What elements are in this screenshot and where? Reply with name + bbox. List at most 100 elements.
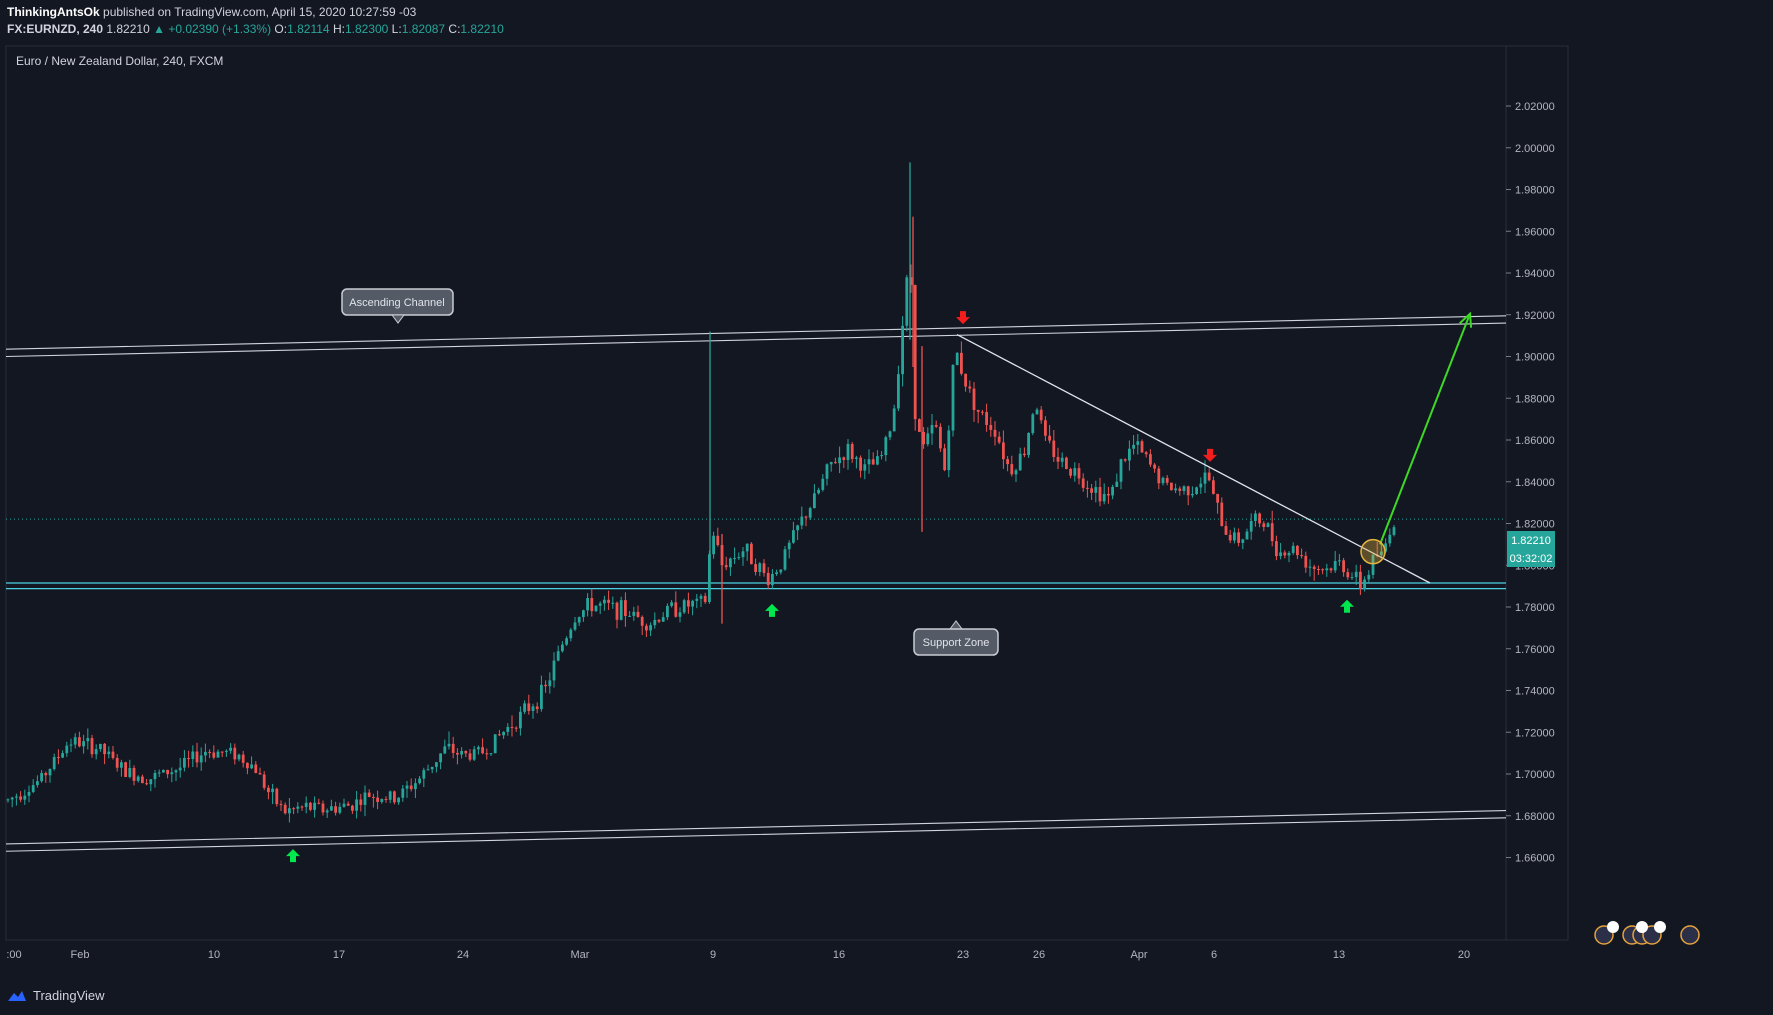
candle-body xyxy=(254,764,258,773)
price-tick-label: 2.02000 xyxy=(1515,101,1555,113)
candle-body xyxy=(1161,477,1165,484)
candle-body xyxy=(1220,502,1224,527)
candle-body xyxy=(1115,481,1119,487)
author-line: ThinkingAntsOk published on TradingView.… xyxy=(7,5,416,19)
candle-body xyxy=(132,767,136,781)
publication-header: ThinkingAntsOk published on TradingView.… xyxy=(0,0,1773,44)
candle-body xyxy=(246,762,249,769)
event-flag-icon[interactable] xyxy=(1680,925,1700,945)
candle-body xyxy=(1149,454,1152,465)
candle-body xyxy=(762,563,766,573)
candle-body xyxy=(405,785,409,789)
candle-body xyxy=(141,776,144,784)
candle-body xyxy=(745,543,749,552)
candle-body xyxy=(758,563,762,572)
candle-body xyxy=(1283,552,1287,556)
candle-body xyxy=(733,558,736,560)
candle-body xyxy=(1157,468,1161,484)
high-value: 1.82300 xyxy=(344,22,389,36)
candle-body xyxy=(535,706,539,710)
candle-body xyxy=(334,806,337,813)
candle-body xyxy=(607,599,610,603)
candle-body xyxy=(737,557,741,559)
support-zone-callout: Support Zone xyxy=(913,620,999,656)
candle-body xyxy=(1081,478,1085,488)
upper-channel-line xyxy=(5,315,1507,350)
candle-body xyxy=(1380,551,1383,556)
candle-body xyxy=(1354,571,1358,578)
close-value: 1.82210 xyxy=(460,22,504,36)
candle-body xyxy=(48,768,52,776)
tradingview-logo[interactable]: TradingView xyxy=(6,988,105,1003)
time-tick-label: 26 xyxy=(1033,949,1045,961)
candle-body xyxy=(901,325,904,375)
candle-body xyxy=(304,802,308,807)
candle-body xyxy=(1199,483,1203,488)
candle-body xyxy=(783,549,787,570)
candle-body xyxy=(1174,488,1177,491)
candle-body xyxy=(120,762,123,768)
candle-body xyxy=(166,769,169,775)
candle-body xyxy=(540,684,543,710)
candle-body xyxy=(1233,532,1236,541)
candle-body xyxy=(1060,457,1064,462)
candle-body xyxy=(1186,486,1190,496)
candle-body xyxy=(561,644,564,652)
candle-body xyxy=(1002,442,1005,460)
candle-body xyxy=(1170,482,1173,491)
price-axis: 2.02000 2.00000 1.98000 1.96000 1.94000 1.920… xyxy=(1506,101,1555,865)
candle-body xyxy=(955,352,959,365)
candle-body xyxy=(1048,435,1051,441)
price-tick-label: 1.90000 xyxy=(1515,352,1555,364)
lower-channel-line xyxy=(5,809,1507,845)
price-tick-label: 1.70000 xyxy=(1515,769,1555,781)
candle-body xyxy=(216,751,220,758)
price-tick-label: 1.88000 xyxy=(1515,393,1555,405)
candle-body xyxy=(90,738,94,755)
candle-body xyxy=(792,530,795,543)
candle-body xyxy=(283,804,287,814)
candle-body xyxy=(1321,569,1324,571)
candle-body xyxy=(94,749,98,755)
candle-body xyxy=(57,757,60,759)
candle-body xyxy=(1245,531,1249,540)
candle-body xyxy=(212,752,216,758)
candle-body xyxy=(481,747,484,754)
price-axis-area[interactable] xyxy=(1505,45,1569,941)
candle-body xyxy=(204,751,207,756)
bar-countdown: 03:32:02 xyxy=(1510,553,1553,565)
time-tick-label: 13 xyxy=(1333,949,1345,961)
target-arrow-line xyxy=(1379,313,1471,545)
candle-body xyxy=(918,419,921,432)
candle-body xyxy=(313,802,316,810)
candle-body xyxy=(376,797,379,802)
candle-body xyxy=(422,770,426,779)
candle-body xyxy=(359,799,363,805)
candle-body xyxy=(271,788,274,793)
author-name[interactable]: ThinkingAntsOk xyxy=(7,5,100,19)
candle-body xyxy=(393,791,396,803)
candle-body xyxy=(699,595,703,599)
candle-body xyxy=(615,602,619,620)
candle-body xyxy=(426,769,430,771)
price-tick-label: 1.76000 xyxy=(1515,644,1555,656)
candle-body xyxy=(237,754,241,760)
candle-body xyxy=(401,788,405,798)
candle-body xyxy=(451,743,455,753)
candle-body xyxy=(262,774,266,788)
sell-signal-marker xyxy=(1203,448,1217,462)
ohlc-line: FX:EURNZD, 240 1.82210 ▲ +0.02390 (+1.33… xyxy=(7,22,504,36)
candle-body xyxy=(1195,487,1198,494)
candle-body xyxy=(367,792,371,797)
candle-body xyxy=(577,617,581,623)
candle-body xyxy=(960,352,963,374)
candle-body xyxy=(1317,569,1320,571)
candle-body xyxy=(485,753,489,755)
candle-body xyxy=(325,810,329,813)
candle-body xyxy=(380,799,384,802)
candle-body xyxy=(590,598,594,612)
events-icons[interactable] xyxy=(1594,921,1700,945)
event-count-badge-icon xyxy=(1607,921,1619,933)
candle-body xyxy=(27,791,31,796)
